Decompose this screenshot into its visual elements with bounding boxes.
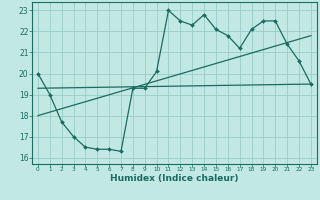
X-axis label: Humidex (Indice chaleur): Humidex (Indice chaleur): [110, 174, 239, 183]
